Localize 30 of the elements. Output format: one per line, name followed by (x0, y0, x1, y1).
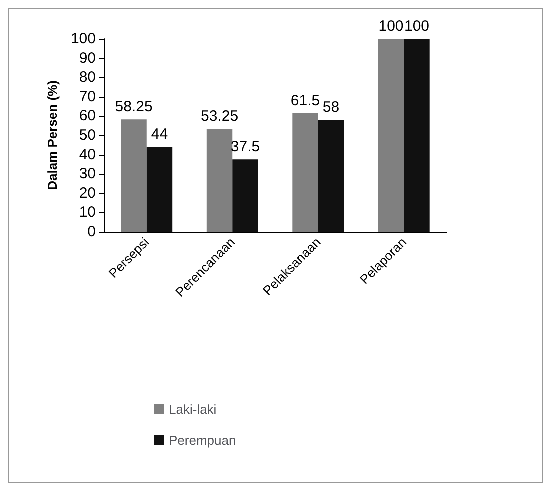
data-label: 37.5 (230, 138, 260, 156)
bar (292, 113, 318, 232)
data-label: 100 (404, 18, 430, 35)
bar (232, 160, 258, 232)
y-tick-label: 10 (79, 204, 96, 222)
y-axis-title: Dalam Persen (%) (45, 80, 60, 190)
y-tick-label: 80 (79, 69, 96, 86)
data-label: 53.25 (200, 108, 239, 126)
y-tick-label: 50 (79, 127, 96, 144)
data-label: 58.25 (115, 98, 153, 116)
y-tick-label: 60 (79, 108, 96, 125)
data-label: 100 (378, 18, 404, 35)
data-label: 58 (322, 99, 340, 116)
legend-label: Perempuan (169, 433, 236, 448)
legend-label: Laki-laki (169, 402, 217, 417)
bar (404, 39, 430, 232)
data-label: 44 (151, 126, 168, 144)
y-tick-label: 30 (79, 166, 96, 183)
data-label: 61.5 (290, 92, 320, 110)
bar (121, 120, 147, 232)
bar (318, 120, 344, 232)
y-tick-label: 90 (79, 50, 96, 67)
bar (378, 39, 404, 232)
y-tick-label: 0 (88, 224, 96, 240)
bar (146, 147, 173, 232)
y-tick-label: 100 (70, 30, 96, 48)
y-tick-label: 20 (79, 184, 96, 202)
bar (206, 129, 233, 232)
y-tick-label: 40 (79, 146, 96, 164)
y-tick-label: 70 (79, 88, 96, 106)
